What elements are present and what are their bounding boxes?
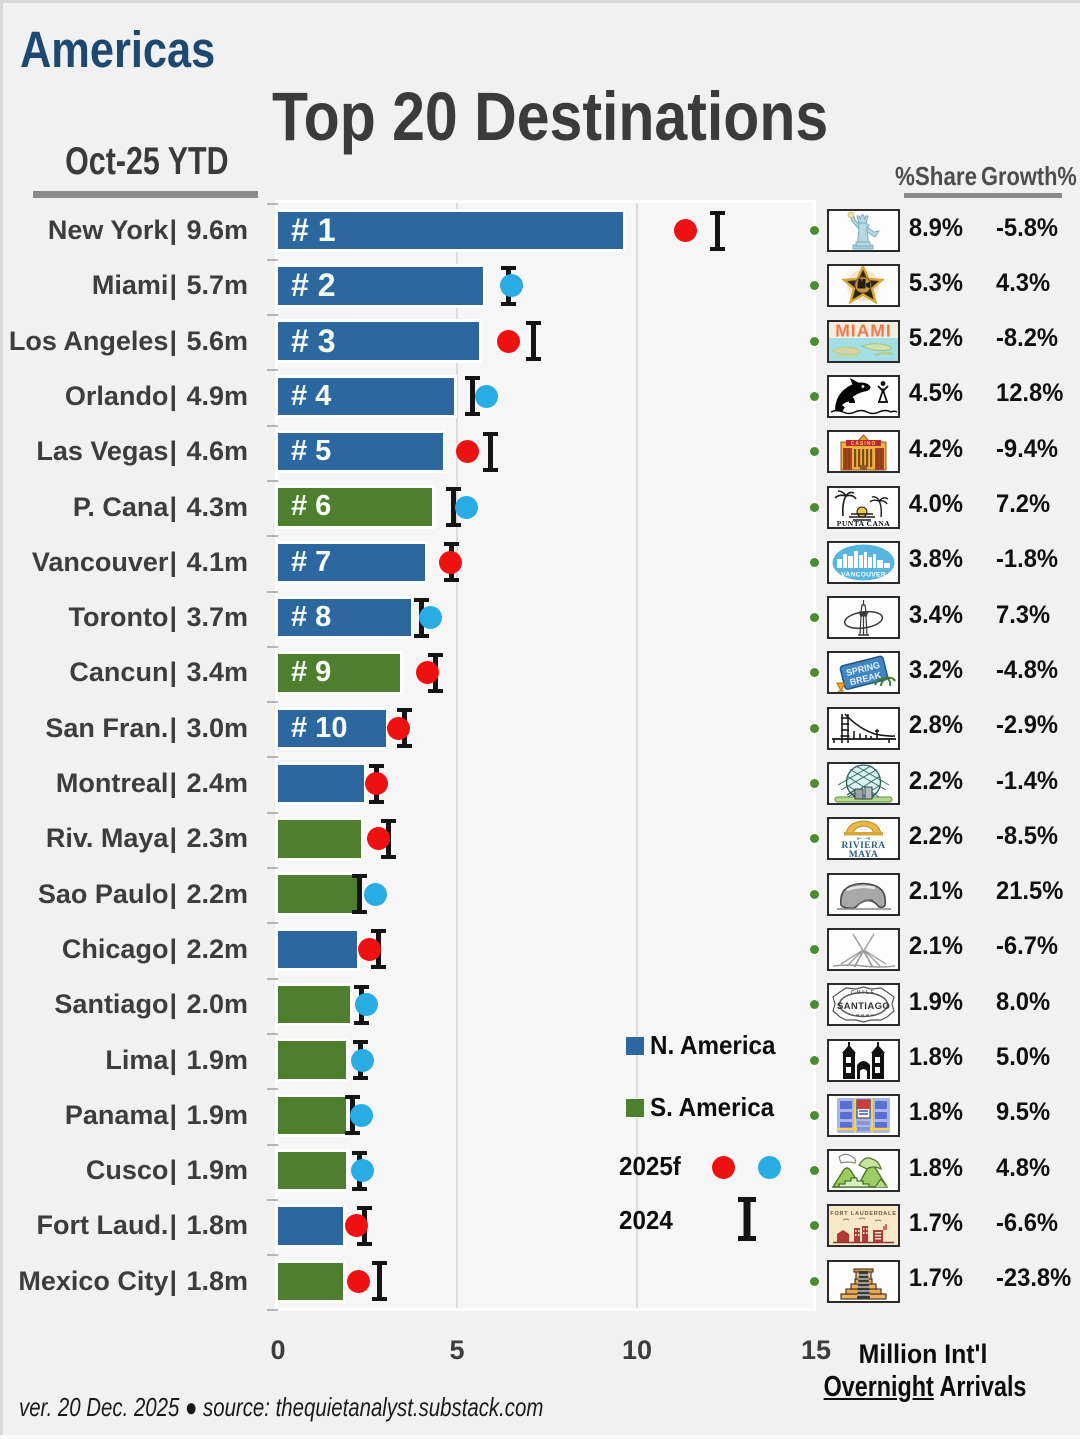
svg-text:MAYA: MAYA <box>849 850 878 858</box>
svg-text:MIAMI: MIAMI <box>835 322 892 341</box>
svg-text:FORT LAUDERDALE: FORT LAUDERDALE <box>830 1211 896 1217</box>
svg-text:CHILE: CHILE <box>851 990 876 996</box>
svg-text:RIVIERA: RIVIERA <box>842 841 886 851</box>
svg-text:VANCOUVER: VANCOUVER <box>841 571 886 578</box>
svg-text:PUNTA CANA: PUNTA CANA <box>837 519 890 527</box>
svg-text:SANTIAGO: SANTIAGO <box>837 1001 890 1012</box>
svg-text:CASINO: CASINO <box>851 441 876 447</box>
